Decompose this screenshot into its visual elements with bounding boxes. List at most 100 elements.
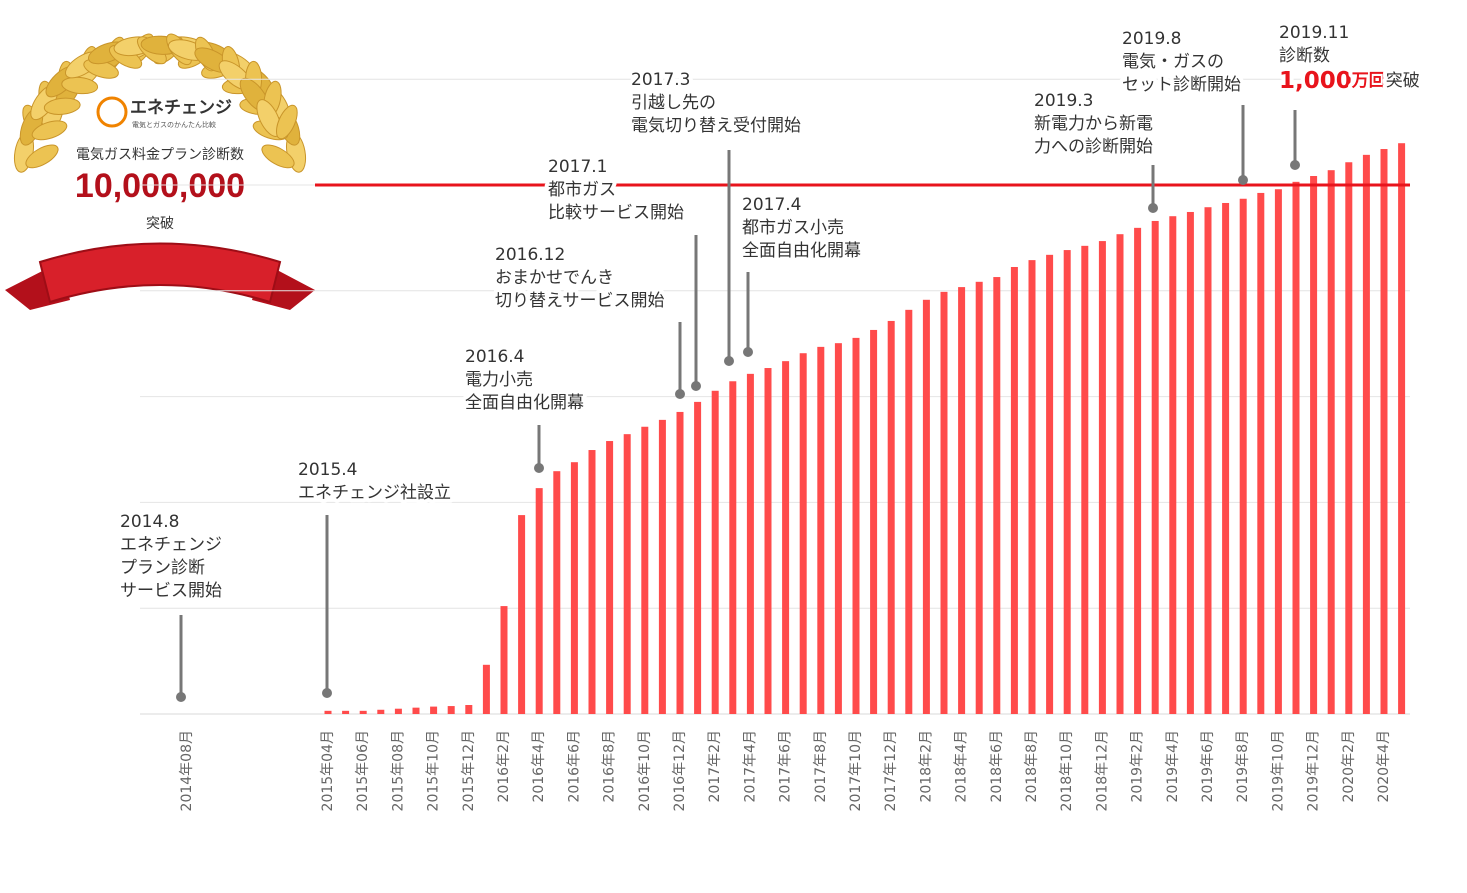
annotation-date: 2016.12 <box>495 245 565 265</box>
bar <box>359 710 367 714</box>
bar <box>694 401 702 714</box>
annotation-dot <box>534 463 544 473</box>
bar <box>623 434 631 714</box>
bar <box>342 710 350 714</box>
brand: エネチェンジ <box>130 98 232 118</box>
ribbon <box>38 242 282 304</box>
x-tick-label: 2019年10月 <box>1270 730 1286 811</box>
bar <box>1274 189 1282 714</box>
x-tick-label: 2017年6月 <box>778 730 794 803</box>
x-tick-label: 2018年2月 <box>918 730 934 803</box>
annotation-text: エネチェンジ <box>120 535 222 555</box>
bar <box>1169 216 1177 714</box>
annotation-dot <box>176 692 186 702</box>
bar <box>711 390 719 714</box>
annotation-text: 診断数 <box>1279 46 1330 66</box>
x-tick-label: 2019年6月 <box>1200 730 1216 803</box>
bar <box>975 281 983 714</box>
x-tick-label: 2018年10月 <box>1059 730 1075 811</box>
x-tick-label: 2017年2月 <box>707 730 723 803</box>
x-tick-label: 2019年4月 <box>1165 730 1181 803</box>
x-tick-label: 2018年6月 <box>989 730 1005 803</box>
laurel-leaf <box>43 97 81 115</box>
annotation-text: サービス開始 <box>120 581 222 601</box>
x-tick-label: 2020年2月 <box>1341 730 1357 803</box>
x-tick-label: 2019年12月 <box>1306 730 1322 811</box>
bar <box>482 664 490 714</box>
x-tick-label: 2016年10月 <box>637 730 653 811</box>
x-tick-label: 2016年2月 <box>496 730 512 803</box>
annotation-date: 2019.8 <box>1122 29 1181 49</box>
annotation-text: 都市ガス小売 <box>742 218 844 238</box>
annotation-date: 2017.1 <box>548 157 607 177</box>
x-tick-label: 2016年8月 <box>602 730 618 803</box>
bar <box>1362 154 1370 715</box>
bar <box>1310 176 1318 714</box>
annotation-dot <box>675 389 685 399</box>
bar <box>887 320 895 714</box>
annotation-text: 新電力から新電 <box>1034 114 1153 134</box>
bar <box>922 299 930 714</box>
x-tick-label: 2020年4月 <box>1376 730 1392 803</box>
bar <box>1081 245 1089 714</box>
annotation-dot <box>1238 175 1248 185</box>
bar <box>940 291 948 714</box>
bar <box>817 346 825 714</box>
annotation-text: 比較サービス開始 <box>548 203 684 223</box>
bar <box>1186 211 1194 714</box>
annotation-text: 切り替えサービス開始 <box>495 291 665 311</box>
x-tick-label: 2016年12月 <box>672 730 688 811</box>
laurel-leaf <box>261 144 295 169</box>
badge-caption: 電気ガス料金プラン診断数 <box>76 147 244 163</box>
annotation-text: 全面自由化開幕 <box>742 241 861 261</box>
bar <box>1063 250 1071 714</box>
annotation-text: 引越し先の <box>631 93 716 113</box>
bar <box>465 705 473 714</box>
annotation-date: 2014.8 <box>120 512 179 532</box>
bar <box>799 353 807 714</box>
x-tick-label: 2017年12月 <box>883 730 899 811</box>
annotation-date: 2019.11 <box>1279 23 1349 43</box>
annotation-text: 力への診断開始 <box>1034 137 1153 157</box>
milestone-count: 1,000 <box>1279 68 1352 94</box>
milestone-unit: 万回 <box>1351 71 1386 91</box>
annotation-text: エネチェンジ社設立 <box>298 483 451 503</box>
bar <box>412 707 420 714</box>
x-tick-label: 2016年4月 <box>531 730 547 803</box>
bar <box>570 462 578 714</box>
bar <box>518 515 526 714</box>
bar <box>1222 202 1230 714</box>
bar <box>1327 170 1335 715</box>
laurel-leaf <box>31 120 68 141</box>
x-tick-label: 2018年4月 <box>954 730 970 803</box>
annotation-dot <box>322 688 332 698</box>
bar <box>430 706 438 714</box>
x-tick-label: 2015年04月 <box>320 730 336 811</box>
bar <box>377 709 385 714</box>
annotation-date: 2015.4 <box>298 460 357 480</box>
bar <box>1257 192 1265 714</box>
bar <box>394 708 402 714</box>
bar <box>324 710 332 714</box>
annotation-text: セット診断開始 <box>1122 75 1241 95</box>
bar <box>905 309 913 714</box>
bar <box>729 381 737 714</box>
bar <box>1046 254 1054 714</box>
bar <box>1239 198 1247 714</box>
bar <box>1204 207 1212 714</box>
annotation-text: 都市ガス <box>548 180 616 200</box>
bar <box>746 373 754 714</box>
annotation-text: 電気切り替え受付開始 <box>631 116 801 136</box>
x-tick-label: 2019年8月 <box>1235 730 1251 803</box>
milestone: 1,000万回突破 <box>1279 68 1420 94</box>
annotation-dot <box>1148 203 1158 213</box>
annotation-text: おまかせでんき <box>495 268 614 288</box>
annotation-dot <box>724 356 734 366</box>
bar <box>535 488 543 714</box>
bar <box>1398 143 1406 715</box>
annotation-text: 全面自由化開幕 <box>465 393 584 413</box>
annotation-date: 2017.3 <box>631 70 690 90</box>
x-tick-label: 2017年4月 <box>742 730 758 803</box>
brand-tagline: 電気とガスのかんたん比較 <box>132 120 216 129</box>
